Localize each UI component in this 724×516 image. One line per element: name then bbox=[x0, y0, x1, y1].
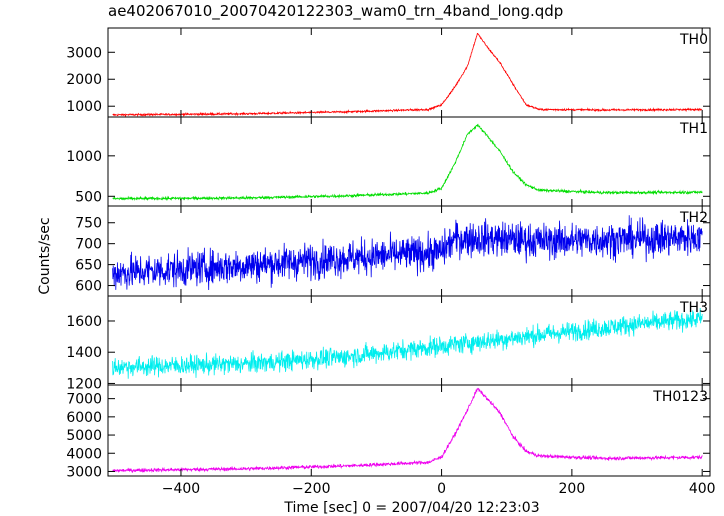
series-line-th3 bbox=[112, 305, 703, 379]
x-tick-label: −400 bbox=[162, 481, 200, 497]
x-tick-label: −200 bbox=[292, 481, 330, 497]
panel-th1: 500 1000 TH1 bbox=[66, 116, 711, 207]
y-axis-label: Counts/sec bbox=[37, 217, 53, 294]
panel-label-th3: TH3 bbox=[679, 300, 708, 316]
x-tick-label: 400 bbox=[689, 481, 716, 497]
y-tick-label: 1000 bbox=[66, 149, 102, 165]
panel-frame bbox=[107, 384, 711, 477]
panel-th0123: 3000 4000 5000 6000 7000 −400 −200 0 200 400 TH012… bbox=[66, 384, 716, 497]
panel-th0: 1000 2000 3000 TH0 bbox=[66, 27, 711, 118]
y-tick-label: 4000 bbox=[66, 446, 102, 462]
panel-frame bbox=[107, 27, 711, 118]
y-tick-label: 700 bbox=[75, 237, 102, 253]
y-tick-label: 3000 bbox=[66, 464, 102, 480]
y-tick-label: 1000 bbox=[66, 99, 102, 115]
x-axis-label: Time [sec] 0 = 2007/04/20 12:23:03 bbox=[283, 500, 539, 516]
y-tick-label: 6000 bbox=[66, 410, 102, 426]
y-tick-label: 5000 bbox=[66, 428, 102, 444]
panel-label-th0: TH0 bbox=[679, 32, 708, 48]
series-line-th0 bbox=[112, 32, 703, 117]
series-line-th0123 bbox=[112, 387, 703, 474]
y-tick-label: 650 bbox=[75, 258, 102, 274]
y-tick-label: 1400 bbox=[66, 345, 102, 361]
x-tick-label: 0 bbox=[437, 481, 446, 497]
y-tick-label: 1600 bbox=[66, 314, 102, 330]
y-tick-label: 3000 bbox=[66, 45, 102, 61]
y-tick-label: 600 bbox=[75, 279, 102, 295]
panel-label-th0123: TH0123 bbox=[652, 389, 708, 405]
y-tick-label: 1200 bbox=[66, 376, 102, 392]
panel-th3: 1200 1400 1600 TH3 bbox=[66, 295, 711, 392]
y-tick-label: 750 bbox=[75, 216, 102, 232]
x-tick-label: 200 bbox=[559, 481, 586, 497]
series-line-th2 bbox=[112, 215, 703, 291]
chart-title: ae402067010_20070420122303_wam0_trn_4ban… bbox=[108, 2, 563, 21]
panel-frame bbox=[107, 295, 711, 386]
panel-label-th1: TH1 bbox=[679, 121, 708, 137]
panel-label-th2: TH2 bbox=[679, 210, 708, 226]
panel-th2: 600 650 700 750 TH2 bbox=[75, 205, 711, 297]
y-tick-label: 500 bbox=[75, 189, 102, 205]
y-tick-label: 7000 bbox=[66, 392, 102, 408]
series-line-th1 bbox=[112, 123, 703, 202]
y-tick-label: 2000 bbox=[66, 72, 102, 88]
